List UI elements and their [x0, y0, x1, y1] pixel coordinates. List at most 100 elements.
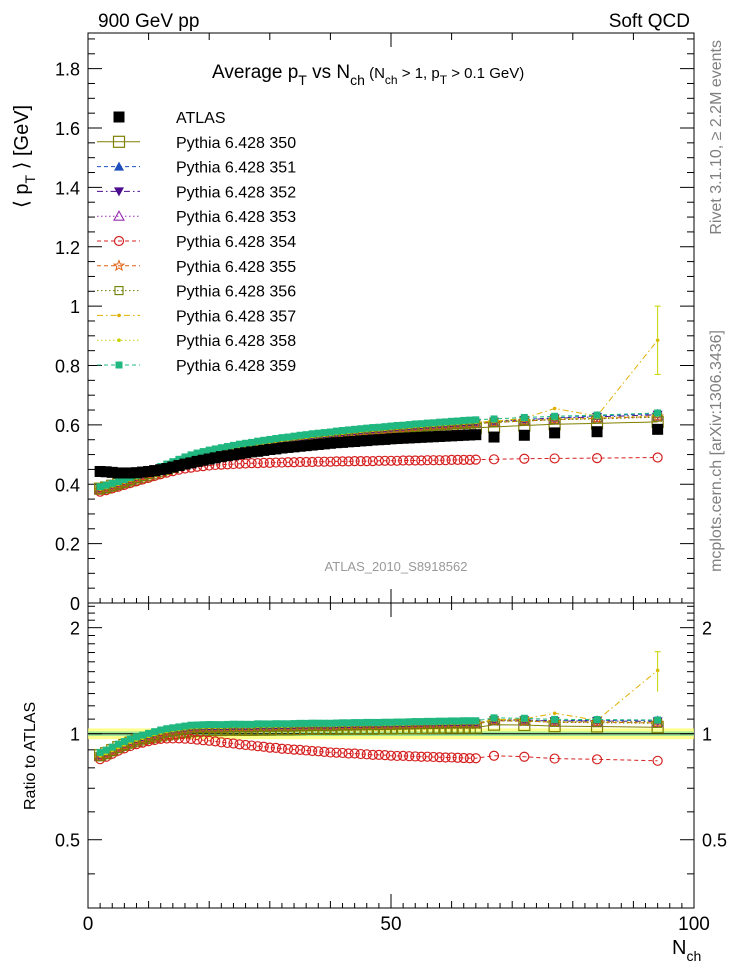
legend-label: Pythia 6.428 350 — [176, 135, 296, 152]
data-point — [130, 467, 142, 479]
data-point — [409, 432, 421, 444]
series-0-top — [94, 423, 664, 479]
data-point — [387, 422, 395, 430]
data-point — [106, 466, 118, 478]
legend-marker — [113, 210, 125, 221]
data-point — [373, 434, 385, 446]
data-point — [399, 421, 407, 429]
ratio-point — [332, 719, 340, 727]
data-point — [435, 418, 443, 426]
data-point — [470, 429, 482, 441]
ratio-point — [331, 747, 342, 758]
ratio-point — [429, 717, 437, 725]
data-point — [411, 420, 419, 428]
series-5-ratio — [95, 733, 663, 766]
rivet-label: Rivet 3.1.10, ≥ 2.2M events — [708, 40, 725, 235]
data-point — [272, 435, 280, 443]
xlabel-sub: ch — [686, 948, 701, 964]
ratio-point — [369, 718, 377, 726]
data-point — [385, 455, 397, 466]
data-point — [351, 425, 359, 433]
top-series-group — [93, 305, 664, 497]
xtick-label: 0 — [83, 914, 94, 935]
data-point — [167, 461, 179, 473]
data-point — [295, 456, 306, 468]
data-point — [458, 429, 470, 441]
legend-marker — [112, 135, 126, 148]
ratio-point — [252, 741, 263, 752]
series-10-ratio — [96, 714, 662, 756]
analysis-watermark: ATLAS_2010_S8918562 — [325, 559, 468, 574]
ratio-point — [308, 719, 316, 727]
legend-label: Pythia 6.428 358 — [176, 333, 296, 350]
data-point — [427, 431, 439, 443]
legend-label: Pythia 6.428 356 — [176, 284, 296, 301]
data-point — [205, 446, 213, 454]
data-point — [446, 430, 458, 442]
data-point — [290, 432, 298, 440]
data-point — [234, 458, 245, 469]
ratio-point — [270, 742, 281, 753]
data-point — [385, 433, 397, 445]
ratio-point — [399, 718, 407, 726]
data-point — [355, 435, 367, 447]
ratio-point — [448, 717, 456, 725]
data-point — [593, 411, 601, 419]
ratio-point — [373, 749, 384, 760]
top-ytick-label: 0.8 — [55, 357, 80, 377]
ratio-point — [393, 718, 401, 726]
data-point — [294, 440, 306, 452]
data-point — [185, 457, 197, 469]
data-point — [403, 432, 415, 444]
ratio-point — [385, 750, 397, 761]
data-point — [270, 443, 282, 455]
title-cut-sub: ch — [385, 73, 398, 87]
ratio-point — [132, 733, 140, 741]
data-point — [381, 423, 389, 431]
data-point — [254, 437, 262, 445]
data-point — [433, 430, 445, 442]
bottom-ytick-label: 0.5 — [55, 831, 80, 851]
ratio-point — [367, 749, 378, 760]
data-point — [416, 455, 427, 466]
data-point — [270, 457, 281, 468]
bottom-ytick-label-right: 1 — [702, 725, 712, 745]
data-point — [118, 467, 130, 479]
data-point — [282, 457, 294, 468]
data-point — [405, 421, 413, 429]
ratio-point — [593, 716, 601, 724]
legend-label: Pythia 6.428 353 — [176, 209, 296, 226]
data-point — [460, 416, 468, 424]
ratio-point — [549, 753, 560, 764]
data-point — [203, 453, 215, 465]
data-point — [428, 455, 439, 466]
ratio-point — [349, 748, 360, 759]
ratio-point — [302, 719, 310, 727]
legend-label: Pythia 6.428 354 — [176, 234, 296, 251]
data-point — [288, 441, 300, 453]
data-point — [379, 433, 391, 445]
ratio-point — [319, 746, 330, 757]
data-point — [301, 456, 312, 468]
ratio-point — [470, 753, 481, 764]
data-point — [211, 445, 219, 453]
data-point — [442, 418, 450, 426]
legend-marker — [114, 286, 124, 296]
data-point — [246, 446, 258, 458]
legend: ATLAS Pythia 6.428 350 Pythia 6.428 351 Pyt… — [97, 110, 296, 375]
data-point — [367, 434, 379, 446]
ratio-point — [169, 724, 177, 732]
data-point — [217, 444, 225, 452]
ratio-point — [258, 741, 269, 752]
data-point — [161, 463, 173, 475]
data-point — [124, 467, 136, 479]
top-ytick-label: 1.8 — [55, 60, 80, 80]
data-point — [488, 454, 500, 465]
data-point — [266, 435, 274, 443]
ratio-point — [264, 742, 275, 753]
data-point — [520, 413, 528, 421]
ratio-point — [313, 746, 324, 757]
title-cut-a: (N — [365, 65, 385, 82]
data-point — [307, 456, 318, 468]
ratio-point — [460, 717, 468, 725]
